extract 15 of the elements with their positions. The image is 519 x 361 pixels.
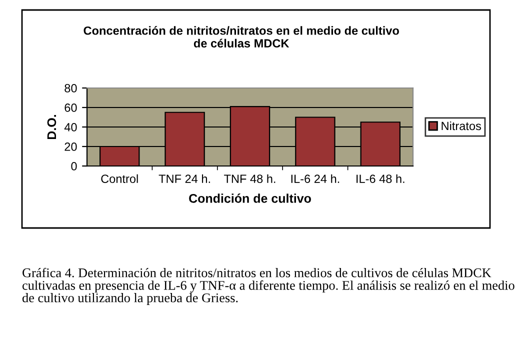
chart-title: Concentración de nitritos/nitratos en el medio de cultivo de células MDCK xyxy=(84,26,399,48)
x-tick-label: IL-6 24 h. xyxy=(291,174,340,184)
y-tick-label: 0 xyxy=(71,162,77,170)
x-tick-label: Control xyxy=(101,174,138,184)
y-tick-label: 40 xyxy=(64,123,77,132)
y-tick-label: 20 xyxy=(64,142,77,151)
x-axis-title: Condición de cultivo xyxy=(189,194,311,203)
legend-label: Nitratos xyxy=(442,121,482,130)
x-tick-label: TNF 48 h. xyxy=(224,174,276,184)
y-tick-label: 80 xyxy=(64,84,77,92)
x-tick-label: IL-6 48 h. xyxy=(356,174,404,184)
x-tick-label: TNF 24 h. xyxy=(158,174,210,183)
y-tick-label: 60 xyxy=(64,104,77,112)
text: Gráfica 4. Determinación de nitritos/nitratos en los medios de cultivos de células MDCK cultivadas en presencia de IL-6 y TNF-α a diferente tiempo. El análisis se realizó en el medio de cultivo utilizando la prueba de Griess. xyxy=(22,268,514,305)
y-axis-title: D.O. xyxy=(47,115,56,140)
